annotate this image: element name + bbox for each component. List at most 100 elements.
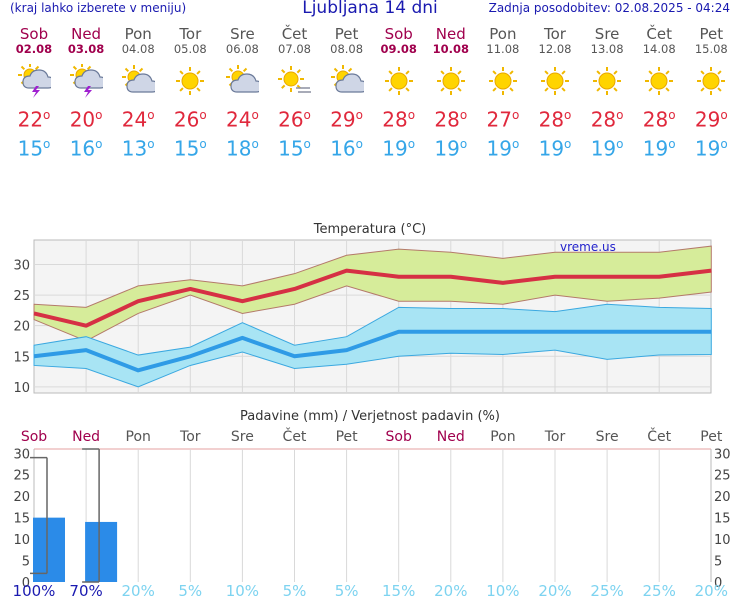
day-date: 14.08 [642,42,676,56]
sun-haze-icon [277,66,311,93]
day-date: 03.08 [67,42,105,56]
sun-icon [488,67,517,95]
precip-tick-label-right: 0 [714,576,722,591]
page-title: Ljubljana 14 dni [302,0,438,18]
day-name: Pon [124,25,152,43]
max-temp: 28o [538,107,572,132]
day-date: 06.08 [225,42,259,56]
day-date: 05.08 [173,42,207,56]
max-temp: 24o [121,107,155,132]
max-temp: 26o [173,107,207,132]
precip-probability: 5% [335,582,359,600]
temperature-chart-title: Temperatura (°C) [313,222,426,237]
sun-icon [384,67,413,95]
sun-icon [176,67,205,95]
precip-probability: 10% [486,582,519,600]
precip-probability: 20% [122,582,155,600]
sun-cloud-icon [330,65,364,93]
day-date: 11.08 [486,42,520,56]
precip-day-label: Tor [179,429,201,445]
precip-probability: 20% [538,582,571,600]
day-name: Pet [334,25,359,43]
min-temp: 15o [17,136,51,161]
sun-cloud-icon [122,65,156,93]
sun-cloud-lightning-icon [70,64,104,98]
max-temp: 27o [486,107,520,132]
precip-tick-label-left: 20 [13,490,30,505]
temperature-tick-label: 15 [13,350,30,365]
day-column: Sre 06.08 24o 18o [216,26,268,159]
day-date: 02.08 [15,42,53,56]
day-date: 12.08 [538,42,572,56]
day-name: Sob [384,25,413,43]
day-name: Ned [71,25,102,43]
precip-day-label: Čet [647,427,671,445]
max-temp: 20o [69,107,103,132]
day-date: 07.08 [278,42,311,56]
day-column: Sob 02.08 22o 15o [8,26,60,161]
precipitation-chart-title: Padavine (mm) / Verjetnost padavin (%) [240,409,500,424]
precip-tick-label-right: 10 [714,533,731,548]
last-update: Zadnja posodobitev: 02.08.2025 - 04:24 [488,1,730,15]
precip-tick-label-left: 30 [13,447,30,462]
precip-tick-label-right: 25 [714,469,731,484]
temperature-tick-label: 10 [13,381,30,396]
precip-probability: 100% [13,582,56,600]
precip-day-label: Sob [21,429,47,445]
day-column: Pet 15.08 29o 19o [685,26,737,160]
precip-tick-label-right: 5 [714,555,722,570]
precip-tick-label-right: 20 [714,490,731,505]
max-temp: 24o [225,107,259,132]
watermark: vreme.us [560,240,616,254]
precip-day-label: Tor [544,429,566,445]
day-name: Ned [435,25,466,43]
day-name: Tor [544,25,566,43]
min-temp: 19o [434,136,468,161]
sun-icon [436,67,465,95]
precip-tick-label-left: 25 [13,469,30,484]
precip-tick-label-left: 15 [13,512,30,527]
max-temp: 28o [434,107,468,132]
sun-cloud-lightning-icon [18,64,51,98]
day-column: Čet 07.08 26o 15o [269,26,321,159]
precip-day-label: Pet [336,429,359,445]
min-temp-range-band [33,303,712,388]
max-temp: 29o [330,107,363,132]
min-temp: 15o [278,136,311,161]
max-temp: 29o [694,107,728,132]
max-temp: 26o [278,107,311,132]
max-temp: 28o [382,107,416,132]
precip-day-label: Pon [126,429,151,445]
day-column: Čet 14.08 28o 19o [633,25,685,160]
day-column: Pon 11.08 27o 19o [477,25,529,161]
location-hint: (kraj lahko izberete v meniju) [10,1,187,15]
precip-day-label: Pet [700,429,723,445]
min-temp: 19o [486,136,520,161]
day-column: Sob 09.08 28o 19o [373,25,425,160]
precip-probability: 20% [695,582,728,600]
day-name: Pon [489,25,517,43]
precip-probability: 25% [643,582,676,600]
day-column: Ned 10.08 28o 19o [425,25,477,161]
day-name: Čet [646,25,672,43]
precip-tick-label-left: 10 [13,533,30,548]
temperature-tick-label: 30 [13,258,30,273]
min-temp: 18o [225,136,259,161]
day-name: Tor [179,25,202,43]
precip-tick-label-right: 30 [714,447,731,462]
min-temp: 19o [590,136,624,161]
day-date: 13.08 [590,42,624,56]
sun-icon [593,67,622,95]
day-name: Čet [281,25,308,43]
sun-icon [645,67,674,95]
precip-probability: 70% [69,582,102,600]
precip-tick-label-left: 0 [22,576,30,591]
min-temp: 13o [121,136,155,161]
temperature-tick-label: 20 [13,320,30,335]
precip-probability: 25% [590,582,623,600]
temperature-tick-label: 25 [13,289,30,304]
min-temp: 19o [538,136,572,161]
sun-cloud-icon [226,65,260,93]
day-name: Sre [594,25,620,43]
max-temp: 28o [590,107,624,132]
